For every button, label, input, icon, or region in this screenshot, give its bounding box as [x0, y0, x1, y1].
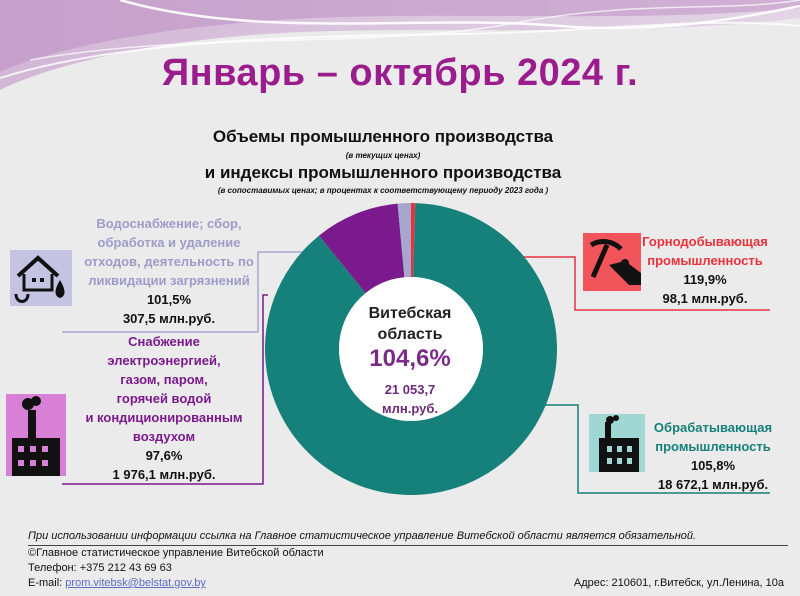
mining-index: 119,9% [683, 272, 727, 287]
donut-hole [339, 277, 483, 421]
water-volume: 307,5 млн.руб. [122, 311, 216, 326]
center-volume: 21 053,7 млн.руб. [320, 380, 500, 418]
power-plant-icon [6, 394, 66, 481]
center-region-label: Витебская область [368, 305, 452, 343]
donut-slice-3 [397, 203, 411, 278]
mining-volume: 98,1 млн.руб. [662, 291, 748, 306]
water-name-1: Водоснабжение; сбор, [96, 216, 242, 231]
label-water: Водоснабжение; сбор, обработка и удалени… [76, 214, 262, 328]
energy-index: 97,6% [145, 448, 183, 463]
center-index: 104,6% [369, 345, 451, 372]
factory-icon [589, 414, 645, 477]
footer-copyright: ©Главное статистическое управление Витеб… [28, 547, 324, 559]
header-banner [0, 0, 800, 90]
water-name-4: ликвидации загрязнений [88, 273, 250, 288]
center-region: Витебская область [320, 303, 500, 345]
leader-line-energy [62, 294, 268, 485]
donut-slice-0 [411, 203, 416, 278]
energy-name-1: Снабжение [128, 334, 200, 349]
manufacturing-name-2: промышленность [655, 439, 771, 454]
footer-email-label: E-mail: [28, 577, 63, 589]
energy-volume: 1 976,1 млн.руб. [112, 467, 216, 482]
chart-title: Объемы промышленного производства [212, 127, 554, 146]
water-index: 101,5% [146, 292, 192, 307]
footer-email-row: E-mail: prom.vitebsk@belstat.gov.by [28, 577, 206, 589]
footer-note: При использовании информации ссылка на Г… [28, 530, 697, 542]
water-name-3: отходов, деятельность по [84, 254, 254, 269]
footer-email-link[interactable]: prom.vitebsk@belstat.gov.by [65, 577, 206, 589]
energy-name-4: горячей водой [116, 391, 212, 406]
mining-name-1: Горнодобывающая [642, 234, 768, 249]
manufacturing-name-1: Обрабатывающая [653, 420, 773, 435]
energy-name-5: и кондиционированным [85, 410, 243, 425]
leader-line-manufacturing [541, 404, 770, 494]
chart-title-note: (в текущих ценах) [345, 151, 421, 160]
water-name-2: обработка и удаление [97, 235, 241, 250]
chart-subtitle-note: (в сопоставимых ценах; в процентах к соо… [217, 186, 549, 195]
label-mining: Горнодобывающая промышленность 119,9% 98… [640, 232, 770, 308]
donut-slice-1 [265, 203, 558, 495]
energy-name-2: электроэнергией, [107, 353, 221, 368]
mining-pickaxe-icon [583, 233, 641, 296]
label-manufacturing: Обрабатывающая промышленность 105,8% 18 … [645, 418, 781, 494]
energy-name-6: воздухом [132, 429, 196, 444]
footer-divider [28, 545, 788, 546]
label-energy: Снабжение электроэнергией, газом, паром,… [66, 332, 262, 484]
center-volume-value: 21 053,7 млн.руб. [382, 382, 438, 416]
page-title: Январь – октябрь 2024 г. [161, 52, 639, 94]
footer-address: Адрес: 210601, г.Витебск, ул.Ленина, 10а [573, 577, 784, 589]
house-water-icon [10, 250, 72, 311]
footer-phone: Телефон: +375 212 43 69 63 [28, 562, 172, 574]
chart-subtitle: и индексы промышленного производства [204, 163, 562, 182]
manufacturing-index: 105,8% [690, 458, 736, 473]
donut-slice-2 [319, 203, 405, 294]
energy-name-3: газом, паром, [120, 372, 208, 387]
manufacturing-volume: 18 672,1 млн.руб. [657, 477, 769, 492]
mining-name-2: промышленность [647, 253, 763, 268]
